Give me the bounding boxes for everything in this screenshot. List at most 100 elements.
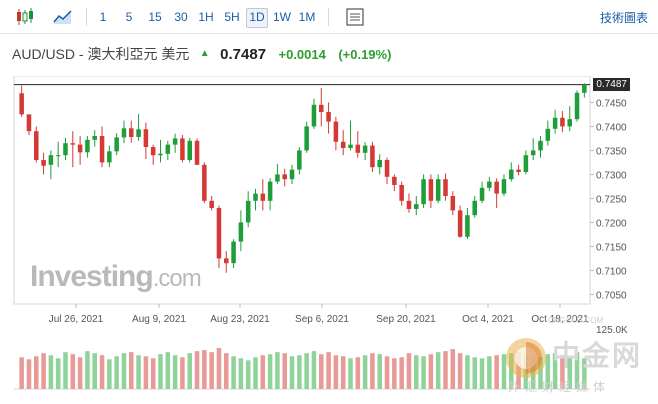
timeframe-1d[interactable]: 1D [246, 8, 268, 28]
candle-body [158, 153, 163, 156]
current-price-tag: 0.7487 [593, 78, 630, 91]
cngold-subtitle: 外汇财经媒体 [508, 380, 611, 394]
volume-bar [465, 355, 470, 389]
y-tick-label: 0.7150 [596, 242, 627, 253]
up-arrow-icon: ▲ [199, 48, 210, 59]
x-tick-label: Sep 6, 2021 [295, 314, 349, 325]
candle-body [150, 147, 156, 156]
volume-bar [304, 353, 309, 389]
watermark-brand: Investing [30, 260, 154, 293]
candle-body [165, 144, 171, 154]
toolbar-separator [328, 8, 329, 26]
volume-bar [70, 354, 76, 389]
candle-body [326, 112, 331, 122]
volume-bar [428, 354, 434, 389]
candle-body [260, 193, 266, 201]
toolbar-separator [86, 8, 87, 26]
watermark-suffix: .com [152, 265, 202, 292]
cngold-url: CNGOLD.COM [548, 316, 604, 325]
candle-body [560, 117, 565, 127]
volume-bar [377, 354, 382, 389]
timeframe-15m[interactable]: 15 [148, 10, 162, 24]
cngold-logo-icon [506, 338, 546, 378]
candle-body [202, 164, 207, 201]
volume-bar [552, 353, 558, 389]
volume-bar [136, 355, 141, 389]
x-tick-label: Aug 23, 2021 [210, 314, 270, 325]
volume-bar [399, 357, 404, 389]
candle-body [399, 184, 404, 201]
candle-body [509, 169, 514, 180]
volume-bar [560, 355, 565, 389]
timeframe-1mo[interactable]: 1M [298, 10, 316, 24]
volume-bar [107, 359, 112, 389]
volume-bar [538, 357, 543, 389]
volume-bar [457, 353, 463, 389]
candle-body [55, 155, 61, 157]
candle-body [129, 128, 134, 137]
volume-bar [143, 356, 149, 389]
volume-bar [129, 352, 134, 389]
volume-bar [319, 354, 324, 389]
timeframe-1h[interactable]: 1H [198, 10, 214, 24]
volume-bar [355, 357, 361, 389]
candle-body [319, 104, 324, 112]
candle-body [465, 215, 470, 237]
candle-body [267, 181, 273, 201]
candle-body [392, 176, 397, 185]
x-tick-label: Sep 20, 2021 [376, 314, 436, 325]
volume-bar [209, 352, 214, 389]
volume-bar [92, 353, 97, 389]
candle-body [143, 129, 149, 148]
volume-bar [311, 351, 317, 389]
candle-body [362, 145, 368, 153]
volume-bar [472, 357, 477, 389]
candle-body [77, 144, 83, 153]
candle-body [99, 136, 105, 163]
symbol-name: AUD/USD - 澳大利亞元 美元 [12, 46, 190, 62]
volume-bar [260, 355, 266, 389]
last-price: 0.7487 [220, 46, 267, 63]
technical-chart-link[interactable]: 技術圖表 [599, 11, 648, 25]
volume-bar [494, 355, 499, 389]
candle-body [523, 155, 529, 172]
candle-body [216, 208, 222, 259]
volume-bar [19, 357, 24, 389]
candle-body [457, 210, 463, 237]
timeframe-1w[interactable]: 1W [273, 10, 291, 24]
candlestick-chart: 0.7450 0.7400 0.7350 0.7300 0.7250 0.7200 0.71… [13, 76, 628, 390]
area-chart-icon[interactable] [52, 6, 74, 28]
candle-body [121, 128, 127, 138]
volume-bar [121, 353, 127, 389]
volume-bar [194, 351, 200, 389]
y-tick-label: 0.7050 [596, 290, 627, 301]
volume-bar [392, 358, 397, 389]
volume-bar [582, 358, 587, 389]
candle-body [333, 121, 339, 142]
timeframe-1m[interactable]: 1 [99, 10, 107, 24]
y-tick-label: 0.7250 [596, 194, 627, 205]
timeframe-5h[interactable]: 5H [224, 10, 240, 24]
volume-bar [362, 355, 368, 389]
volume-bar [238, 358, 244, 389]
candle-body [238, 222, 244, 242]
candlestick-chart-icon[interactable] [14, 6, 36, 28]
x-tick-label: Aug 9, 2021 [132, 314, 186, 325]
y-tick-label: 0.7300 [596, 170, 627, 181]
y-tick-label: 0.7200 [596, 218, 627, 229]
volume-bar [567, 356, 572, 389]
candle-body [428, 179, 434, 201]
y-tick-label: 0.7400 [596, 122, 627, 133]
volume-bar [216, 348, 222, 389]
volume-bar [150, 358, 156, 389]
timeframe-30m[interactable]: 30 [174, 10, 188, 24]
data-table-icon[interactable] [344, 6, 366, 28]
volume-bar [384, 356, 390, 389]
candle-body [421, 179, 426, 205]
volume-bar [348, 358, 353, 389]
volume-bar [479, 358, 485, 389]
volume-bar [41, 353, 46, 389]
timeframe-5m[interactable]: 5 [125, 10, 133, 24]
volume-bar [26, 359, 32, 389]
candle-body [384, 160, 390, 177]
